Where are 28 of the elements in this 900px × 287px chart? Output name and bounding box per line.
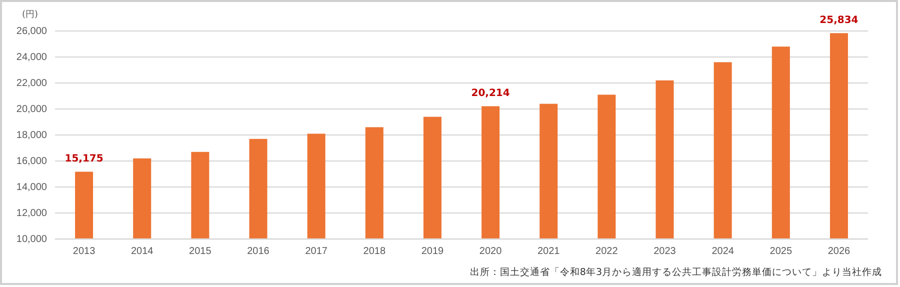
y-axis-title: (円) [22, 10, 38, 20]
y-tick-label: 10,000 [16, 234, 48, 246]
x-tick-label: 2013 [72, 246, 96, 258]
x-tick-label: 2020 [479, 246, 502, 258]
data-label: 15,175 [64, 154, 104, 165]
x-tick-label: 2014 [130, 246, 154, 258]
x-tick-label: 2018 [363, 246, 386, 258]
y-tick-label: 20,000 [16, 104, 48, 116]
x-tick-label: 2021 [537, 246, 560, 258]
x-tick-label: 2016 [247, 246, 270, 258]
data-label: 25,834 [820, 15, 858, 26]
y-tick-label: 22,000 [16, 78, 48, 90]
x-tick-label: 2017 [305, 246, 328, 258]
text: 出所：国土交通省「令和8年3月から適用する公共工事設計労務単価について」より当社作成 [470, 266, 882, 278]
y-tick-label: 24,000 [16, 52, 48, 64]
y-tick-label: 12,000 [16, 208, 48, 220]
x-tick-label: 2022 [596, 246, 618, 258]
y-tick-label: 26,000 [16, 26, 48, 38]
y-tick-label: 14,000 [16, 182, 48, 194]
y-tick-label: 18,000 [16, 130, 48, 142]
x-tick-label: 2026 [828, 246, 851, 258]
data-label: 20,214 [471, 88, 510, 100]
x-tick-label: 2023 [654, 246, 676, 258]
x-tick-label: 2025 [770, 246, 792, 258]
x-tick-label: 2024 [712, 246, 734, 258]
x-tick-label: 2019 [421, 246, 444, 258]
y-tick-label: 16,000 [16, 156, 48, 168]
x-tick-label: 2015 [189, 246, 212, 258]
